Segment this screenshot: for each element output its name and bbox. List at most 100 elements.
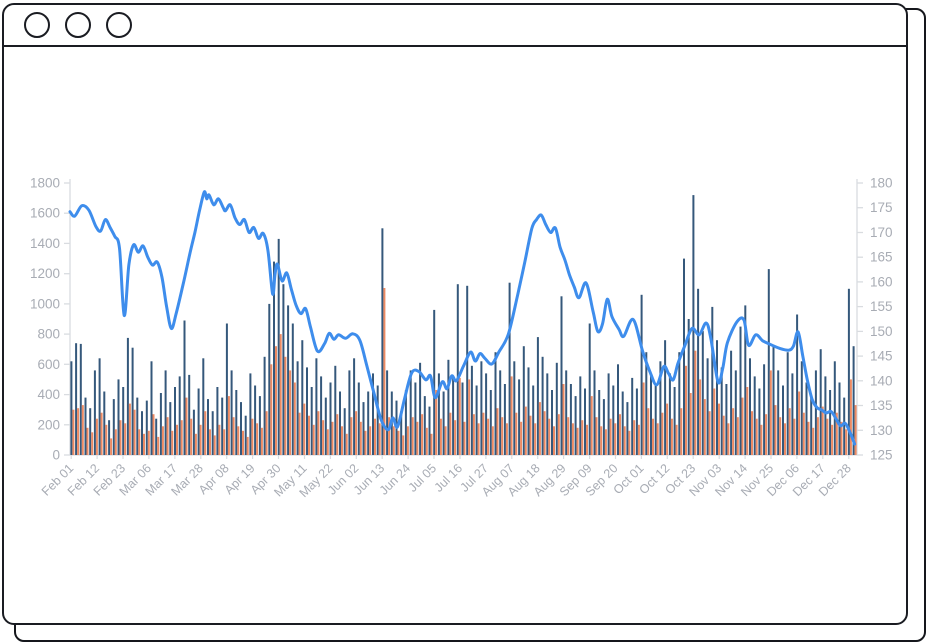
volume-bar-navy [306,367,308,455]
volume-bar-navy [725,384,728,455]
volume-bar-navy [404,390,407,455]
volume-bar-navy [824,376,827,455]
volume-bar-orange [190,418,193,455]
volume-bar-orange [529,415,532,455]
volume-bar-orange [487,418,490,455]
chart-area: 0 200 400 600 800 1000 1200 1400 1600 1800 125 130 1… [4,47,906,623]
volume-bar-navy [282,284,285,455]
volume-bar-navy [513,361,516,455]
volume-bar-orange [604,429,607,455]
volume-bar-orange [444,426,447,455]
volume-bar-orange [326,429,329,455]
volume-bar-navy [527,367,530,455]
volume-bar-navy [734,370,737,455]
volume-bar-orange [223,429,226,455]
volume-bar-orange [821,406,824,455]
volume-bar-orange [232,417,235,455]
volume-bar-orange [835,412,838,455]
volume-bar-navy [494,352,497,455]
volume-bar-navy [419,362,422,455]
volume-bar-orange [171,430,174,455]
left-axis-tick-label: 1800 [30,176,60,191]
volume-bar-orange [91,432,94,455]
volume-bar-orange [670,418,673,455]
volume-bar-navy [763,364,766,455]
volume-bar-orange [609,418,612,455]
volume-bar-orange [402,435,405,455]
window-circle-button-1[interactable] [24,12,50,38]
volume-bar-orange [383,288,386,455]
volume-bar-orange [270,364,273,455]
volume-bar-orange [845,429,848,455]
volume-bar-navy [240,402,242,455]
volume-bar-navy [310,387,313,455]
volume-bar-orange [454,420,457,455]
volume-bar-navy [117,379,120,455]
volume-bar-orange [505,423,508,455]
volume-bar-orange [110,438,113,455]
volume-bar-navy [664,340,667,455]
volume-bar-orange [586,424,588,455]
volume-bar-orange [807,421,810,455]
volume-bar-orange [124,423,127,455]
volume-bar-navy [268,303,271,455]
volume-bar-navy [772,346,775,455]
volume-bar-orange [114,429,117,455]
volume-bar-orange [180,420,183,455]
volume-bar-orange [242,430,244,455]
volume-bar-orange [260,427,263,455]
volume-bar-navy [819,349,822,455]
volume-bar-orange [713,388,716,455]
volume-bar-navy [843,397,846,455]
volume-bar-orange [279,334,282,455]
volume-bar-orange [802,412,805,455]
volume-bar-navy [551,390,553,455]
volume-bar-orange [185,397,188,455]
left-axis-tick-label: 800 [37,327,60,342]
volume-bar-navy [324,397,327,455]
volume-bar-orange [854,405,857,455]
left-axis-tick-label: 0 [52,448,60,463]
volume-bar-orange [355,411,358,455]
volume-bar-orange [439,418,442,455]
volume-bar-navy [442,391,445,455]
volume-bar-orange [727,423,730,455]
volume-bar-orange [849,379,852,455]
volume-bar-orange [425,427,428,455]
volume-bar-navy [598,390,601,455]
volume-bar-navy [447,359,450,455]
volume-bar-navy [584,388,586,455]
volume-bar-navy [485,373,488,455]
volume-bar-navy [296,361,299,455]
volume-bar-navy [683,258,685,455]
volume-bar-navy [555,362,558,455]
volume-bar-navy [522,346,525,455]
volume-bar-navy [560,296,563,455]
volume-bar-navy [546,373,549,455]
volume-bar-navy [211,411,214,455]
volume-bar-navy [183,320,186,455]
volume-bar-navy [136,397,139,455]
volume-bar-navy [103,391,106,455]
volume-bar-navy [353,358,356,455]
volume-bar-navy [141,411,143,455]
volume-bar-navy [79,343,82,455]
right-axis-tick-label: 165 [870,250,893,265]
right-axis: 125 130 135 140 145 150 155 160 165 170 175 180 [857,176,893,463]
volume-bar-navy [678,352,681,455]
window-circle-button-2[interactable] [65,12,91,38]
volume-bar-navy [499,370,502,455]
volume-bar-navy [376,385,379,455]
volume-bar-orange [590,396,593,455]
volume-bar-navy [159,393,162,455]
left-axis-tick-label: 600 [37,357,60,372]
volume-bar-orange [633,420,636,455]
window-circle-button-3[interactable] [106,12,132,38]
volume-bar-navy [852,346,855,455]
volume-bar-navy [155,418,158,455]
volume-bar-orange [553,426,555,455]
volume-bar-orange [680,408,683,455]
volume-bar-orange [308,415,310,455]
volume-bar-orange [166,417,169,455]
volume-bar-navy [188,374,191,455]
